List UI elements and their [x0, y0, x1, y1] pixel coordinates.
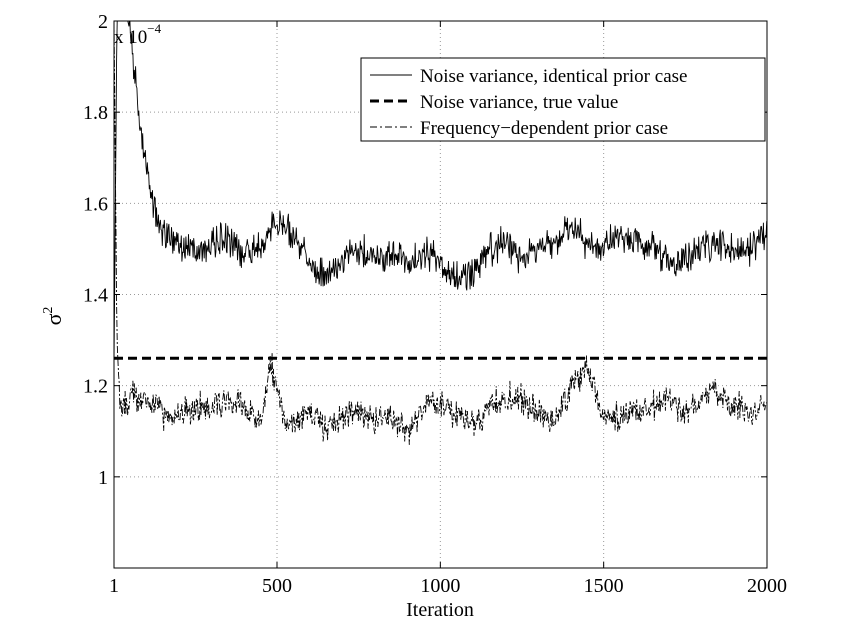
- y-tick-label: 1.2: [83, 376, 108, 398]
- legend-label-identical-prior: Noise variance, identical prior case: [420, 66, 687, 87]
- x-tick-label: 500: [262, 575, 292, 597]
- x-tick-label: 2000: [747, 575, 787, 597]
- y-tick-label: 1.4: [83, 285, 108, 307]
- y-tick-label: 1.6: [83, 193, 108, 215]
- x-tick-label: 1: [109, 575, 119, 597]
- x-tick-label: 1000: [420, 575, 460, 597]
- y-axis-label-exponent: 2: [41, 307, 56, 314]
- y-axis-label: σ2: [41, 307, 66, 326]
- series-line-3: [114, 21, 767, 445]
- legend-label-frequency-dependent: Frequency−dependent prior case: [420, 118, 668, 139]
- plot-series: [114, 21, 767, 445]
- legend: Noise variance, identical prior case Noi…: [360, 57, 766, 142]
- legend-box: [360, 57, 766, 142]
- y-scale-factor-exponent: −4: [147, 21, 161, 36]
- y-scale-factor-prefix: x 10: [114, 27, 147, 48]
- y-axis-label-symbol: σ: [41, 313, 66, 325]
- y-scale-factor: x 10−4: [114, 21, 162, 48]
- y-tick-label: 2: [98, 11, 108, 33]
- x-axis-label: Iteration: [406, 599, 474, 621]
- x-tick-label: 1500: [584, 575, 624, 597]
- y-tick-label: 1.8: [83, 102, 108, 124]
- y-tick-label: 1: [98, 467, 108, 489]
- legend-label-true-value: Noise variance, true value: [420, 92, 618, 113]
- series-line-1: [114, 21, 767, 363]
